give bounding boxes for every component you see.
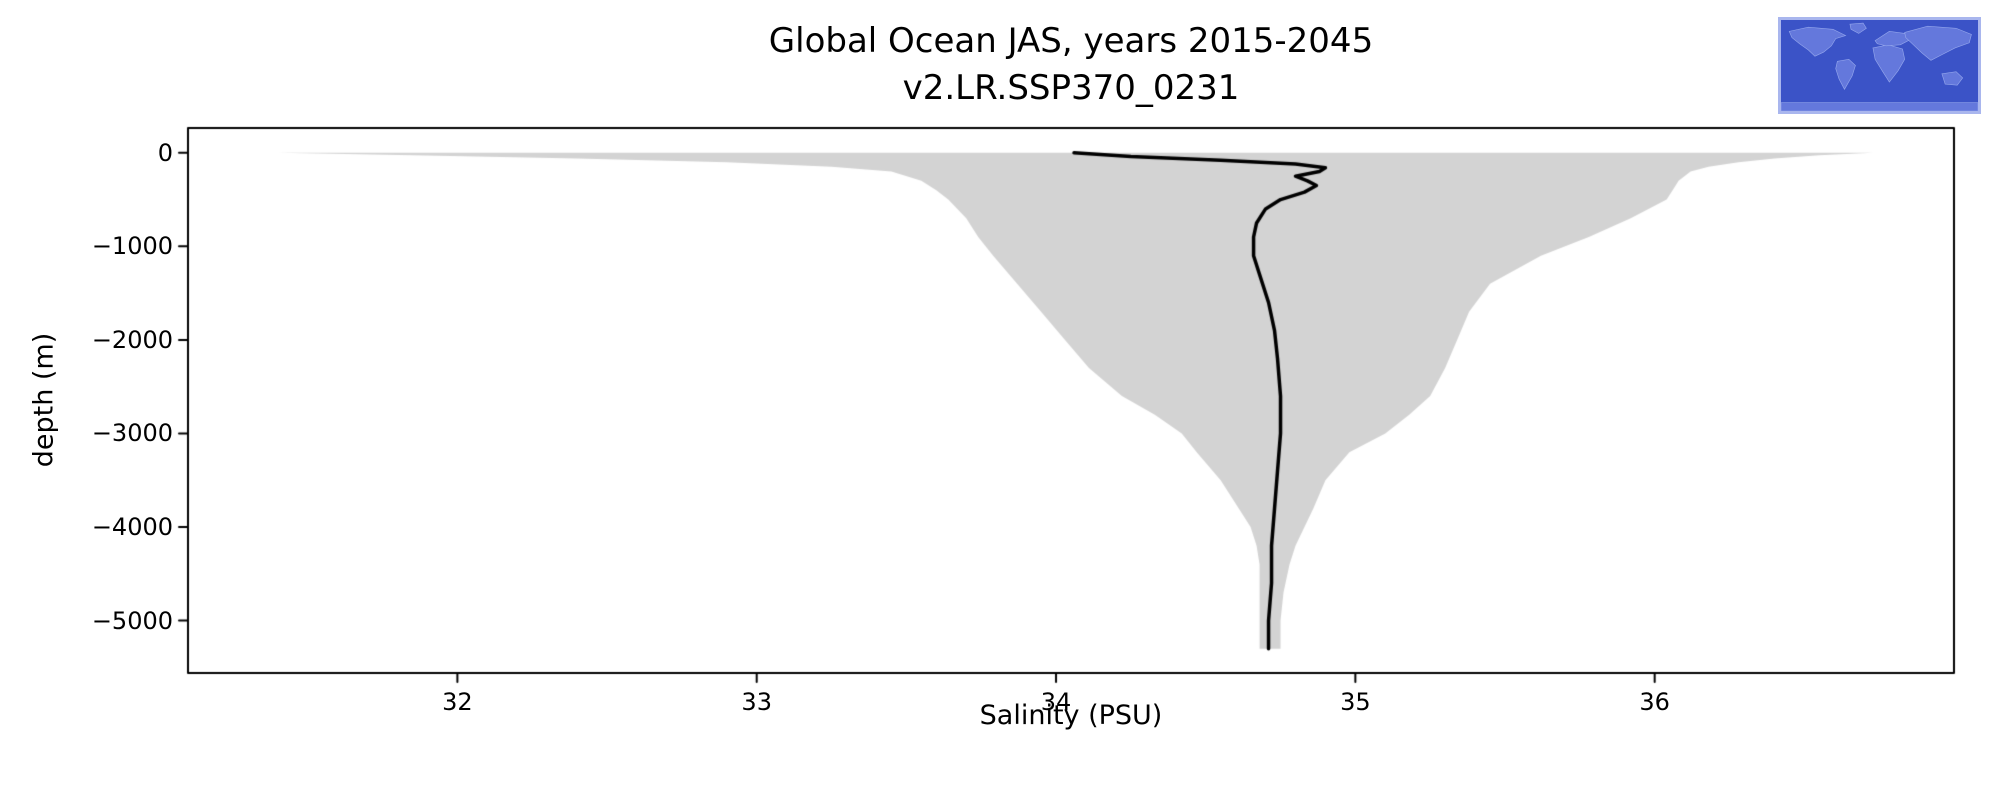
landmass-europe [1874, 31, 1911, 47]
landmass-south-america [1835, 58, 1856, 90]
y-tick-label: −5000 [91, 606, 173, 635]
y-tick-label: 0 [157, 138, 173, 167]
map-landmasses [1781, 22, 1978, 111]
x-tick-label: 36 [1639, 688, 1670, 716]
y-tick-label: −4000 [91, 513, 173, 542]
chart-title-line1: Global Ocean JAS, years 2015-2045 [768, 21, 1374, 61]
chart-title-line2: v2.LR.SSP370_0231 [902, 68, 1240, 108]
landmass-asia [1904, 25, 1972, 61]
x-axis-label: Salinity (PSU) [979, 700, 1163, 731]
y-axis-label: depth (m) [28, 332, 60, 468]
x-tick-label: 35 [1340, 688, 1371, 716]
landmass-greenland [1849, 22, 1867, 34]
x-tick-label: 33 [741, 688, 772, 716]
landmass-australia [1941, 71, 1964, 86]
landmass-north-america [1788, 26, 1847, 57]
chart-title: Global Ocean JAS, years 2015-2045 v2.LR.… [188, 18, 1954, 112]
x-tick-label: 34 [1040, 688, 1072, 716]
world-map-graphic [1781, 20, 1978, 111]
x-tick-label: 32 [442, 688, 473, 716]
landmass-antarctica [1781, 102, 1978, 111]
y-tick-label: −2000 [91, 325, 173, 354]
global-region-inset-map [1778, 17, 1981, 114]
landmass-africa [1872, 44, 1906, 83]
y-tick-label: −3000 [91, 419, 173, 448]
y-tick-label: −1000 [91, 232, 173, 261]
